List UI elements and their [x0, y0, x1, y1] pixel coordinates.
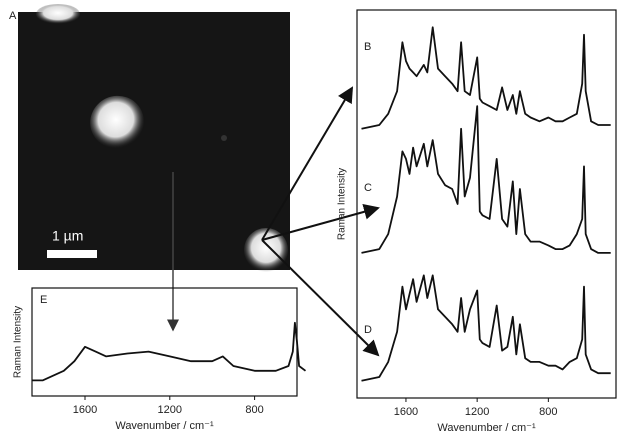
x-tick-label: 1600	[394, 406, 418, 418]
afm-image: 1 µm A	[9, 4, 290, 272]
spectrum-line	[361, 26, 611, 130]
series-label: B	[364, 41, 371, 53]
x-tick-label: 1200	[158, 404, 182, 416]
plot-frame	[31, 287, 298, 397]
spectrum-line	[361, 274, 611, 382]
y-axis-label: Raman Intensity	[13, 306, 24, 378]
plot-frame	[356, 9, 617, 399]
panel-label: A	[9, 10, 17, 22]
x-tick-label: 800	[539, 406, 557, 418]
scale-bar	[47, 250, 97, 258]
series-label: C	[364, 182, 372, 194]
scale-bar-label: 1 µm	[52, 228, 83, 244]
series-label: D	[364, 324, 372, 336]
spectrum-line	[32, 321, 307, 382]
x-tick-label: 1200	[465, 406, 489, 418]
spectrum-line	[361, 105, 611, 254]
x-axis-label: Wavenumber / cm⁻¹	[115, 420, 214, 432]
x-axis-label: Wavenumber / cm⁻¹	[437, 422, 536, 433]
arrows	[167, 86, 380, 357]
y-axis-label: Raman Intensity	[337, 168, 348, 240]
panel-label: E	[40, 294, 47, 306]
x-tick-label: 1600	[73, 404, 97, 416]
x-tick-label: 800	[245, 404, 263, 416]
